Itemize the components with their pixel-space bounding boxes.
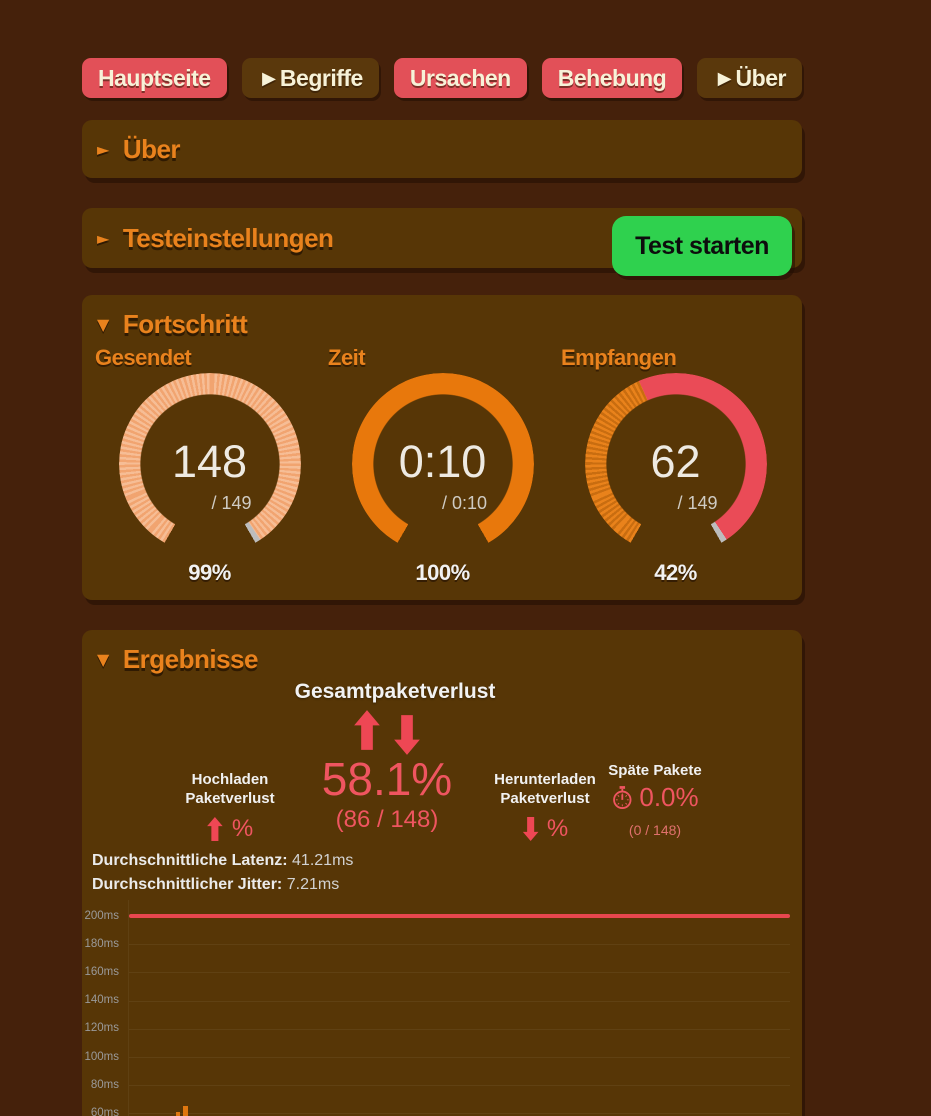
expanded-triangle-icon: ▼ [97,314,109,334]
latency-plot [128,900,790,1116]
nav-button-ueber[interactable]: ►Über [697,58,802,98]
about-panel: ► Über [82,120,802,178]
gauge-received-value: 62 [650,435,701,487]
settings-section-title: Testeinstellungen [122,222,334,253]
gridline [129,944,790,946]
upload-loss-value: % [231,815,254,842]
latency-bar [176,1111,180,1116]
collapsed-triangle-icon: ► [97,139,109,159]
page-container: Hauptseite ►Begriffe Ursachen Behebung ►… [82,0,802,1116]
gridline [129,972,790,974]
gauge-time-percent: 100% [415,560,470,585]
down-arrow-icon [522,817,539,841]
results-panel: ▼ Ergebnisse Gesamtpaketverlust 58.1% (8… [82,630,802,1116]
upload-loss-label-1: Hochladen [191,771,269,788]
latency-ylabels: 200ms 180ms 160ms 140ms 120ms 100ms 80ms 60ms [82,900,119,1116]
gridline [129,1000,790,1002]
up-arrow-icon [207,817,224,841]
nav-button-behebung[interactable]: Behebung [541,58,683,98]
late-packets-label: Späte Pakete [608,762,702,779]
lost-packets-line [129,914,790,918]
late-packets-value: 0.0% [639,782,699,812]
progress-section-title: Fortschritt [122,308,248,339]
download-loss-label-2: Paketverlust [500,790,590,807]
gridline [129,1085,790,1087]
gauge-sent-label: Gesendet [95,345,192,370]
gauge-time-value: 0:10 [398,435,487,487]
expanded-triangle-icon: ▼ [97,649,109,669]
average-jitter-label: Durchschnittlicher Jitter: [92,876,283,893]
progress-section-header[interactable]: ▼ Fortschritt [82,301,802,347]
y-axis-label: 180ms [84,937,119,950]
y-axis-label: 100ms [84,1050,119,1063]
down-arrow-icon [394,715,420,755]
gauge-time-total: / 0:10 [441,492,488,513]
settings-panel: ► Testeinstellungen Test starten [82,208,802,276]
latency-chart: 200ms 180ms 160ms 140ms 120ms 100ms 80ms 60ms [82,900,802,1116]
gauge-received-label: Empfangen [561,345,677,370]
gauge-sent-value: 148 [171,435,248,487]
gridline [129,1113,790,1115]
gauge-received-total: / 149 [677,492,718,513]
y-axis-label: 160ms [84,965,119,978]
gauge-time-label: Zeit [328,345,366,370]
latency-bar [183,1106,189,1116]
settings-section-header[interactable]: ► Testeinstellungen [82,208,802,268]
download-loss-label-1: Herunterladen [494,771,596,788]
gauge-sent-percent: 99% [188,560,231,585]
gauge-sent-ring [118,373,301,555]
nav-button-begriffe[interactable]: ►Begriffe [241,58,379,98]
nav-button-ursachen[interactable]: Ursachen [393,58,527,98]
start-test-button[interactable]: Test starten [612,216,792,276]
y-axis-label: 80ms [90,1078,119,1091]
y-axis-label: 200ms [84,909,119,922]
y-axis-label: 120ms [84,1022,119,1035]
average-jitter-value: 7.21ms [286,876,340,893]
late-packets-fraction: (0 / 148) [628,822,682,838]
download-loss-block: Herunterladen Paketverlust % [494,770,596,843]
gridline [129,1057,790,1058]
upload-loss-block: Hochladen Paketverlust % [185,770,274,843]
average-jitter-row: Durchschnittlicher Jitter: 7.21ms [92,876,339,894]
gauge-sent: Gesendet 148 / 149 99% [93,345,326,586]
gridline [129,1028,790,1030]
about-section-header[interactable]: ► Über [82,120,802,178]
results-section-title: Ergebnisse [122,643,259,674]
stopwatch-icon [613,785,632,809]
gauge-sent-total: / 149 [211,492,252,513]
average-latency-value: 41.21ms [292,852,354,869]
results-section-header[interactable]: ▼ Ergebnisse [82,636,802,682]
gauge-received-ring [584,373,767,555]
gauge-time-ring [351,373,534,555]
collapsed-triangle-icon: ► [97,228,109,248]
total-packet-loss-percent: 58.1% [321,753,453,805]
gauge-time: Zeit 0:10 / 0:10 100% [326,345,559,586]
total-packet-loss-fraction: (86 / 148) [335,806,439,833]
y-axis-label: 140ms [84,994,119,1007]
total-arrows [353,710,421,755]
about-section-title: Über [122,133,181,164]
nav-bar: Hauptseite ►Begriffe Ursachen Behebung ►… [82,58,802,98]
total-packet-loss-heading: Gesamtpaketverlust [294,680,496,703]
late-packets-block: Späte Pakete 0.0% [608,762,701,838]
upload-loss-label-2: Paketverlust [185,790,275,807]
average-latency-row: Durchschnittliche Latenz: 41.21ms [92,852,353,870]
gauge-received: Empfangen 62 / 149 42% [559,345,792,586]
nav-button-hauptseite[interactable]: Hauptseite [82,58,227,98]
y-axis-label: 60ms [90,1106,119,1116]
average-latency-label: Durchschnittliche Latenz: [92,852,288,869]
download-loss-value: % [546,815,569,842]
progress-panel: ▼ Fortschritt Gesendet 148 / 149 99% Zei… [82,295,802,600]
gauge-received-percent: 42% [654,560,697,585]
up-arrow-icon [354,710,380,750]
